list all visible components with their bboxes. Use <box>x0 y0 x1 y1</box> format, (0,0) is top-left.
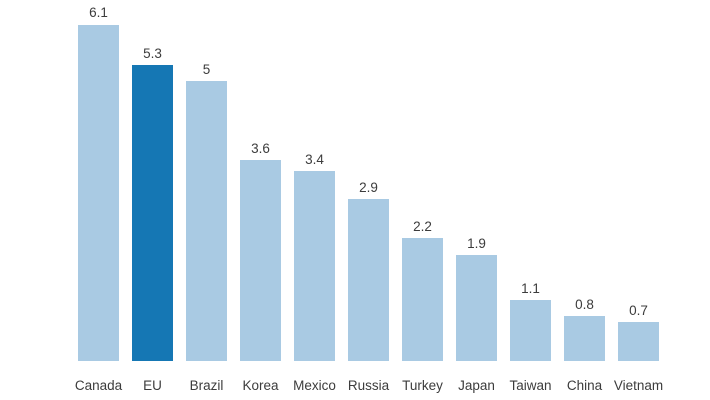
value-label-canada: 6.1 <box>89 5 108 20</box>
value-label-taiwan: 1.1 <box>521 280 540 296</box>
bar-vietnam <box>618 322 659 361</box>
category-label-japan: Japan <box>458 378 495 394</box>
bar-column-china: 0.8 China <box>564 6 605 394</box>
category-label-eu: EU <box>143 378 162 394</box>
bar-column-mexico: 3.4 Mexico <box>293 6 336 394</box>
bar-brazil <box>186 81 227 361</box>
category-label-korea: Korea <box>242 378 279 394</box>
bar-eu <box>132 65 173 361</box>
value-label-russia: 2.9 <box>359 179 378 195</box>
value-label-korea: 3.6 <box>251 140 270 156</box>
category-label-taiwan: Taiwan <box>509 378 552 394</box>
bar-column-eu: 5.3 EU <box>132 6 173 394</box>
bar-column-canada: 6.1 Canada <box>74 5 123 394</box>
bar-canada <box>78 24 119 362</box>
value-label-china: 0.8 <box>575 296 594 312</box>
category-label-brazil: Brazil <box>189 378 224 394</box>
category-label-vietnam: Vietnam <box>613 378 664 394</box>
category-label-china: China <box>566 378 603 394</box>
value-label-brazil: 5 <box>202 61 211 77</box>
bar-column-turkey: 2.2 Turkey <box>402 6 443 394</box>
value-label-vietnam: 0.7 <box>629 302 648 318</box>
bar-taiwan <box>510 300 551 361</box>
bar-turkey <box>402 238 443 361</box>
value-label-japan: 1.9 <box>467 235 486 251</box>
bar-japan <box>456 255 497 361</box>
bar-column-brazil: 5 Brazil <box>186 6 227 394</box>
bar-korea <box>240 160 281 361</box>
category-label-mexico: Mexico <box>293 378 336 394</box>
bar-column-japan: 1.9 Japan <box>456 6 497 394</box>
bar-column-vietnam: 0.7 Vietnam <box>614 6 663 394</box>
bar-column-korea: 3.6 Korea <box>240 6 281 394</box>
category-label-canada: Canada <box>74 378 123 394</box>
category-label-turkey: Turkey <box>402 378 443 394</box>
category-label-russia: Russia <box>347 378 390 394</box>
bar-russia <box>348 199 389 361</box>
bar-mexico <box>294 171 335 361</box>
bar-column-taiwan: 1.1 Taiwan <box>509 6 552 394</box>
bar-column-russia: 2.9 Russia <box>348 6 389 394</box>
bar-china <box>564 316 605 361</box>
value-label-turkey: 2.2 <box>413 218 432 234</box>
value-label-mexico: 3.4 <box>305 151 324 167</box>
plot-area: 6.1 Canada 5.3 EU 5 Brazil 3.6 Korea 3.4 Mexico 2.… <box>74 5 710 394</box>
value-label-eu: 5.3 <box>143 45 162 61</box>
